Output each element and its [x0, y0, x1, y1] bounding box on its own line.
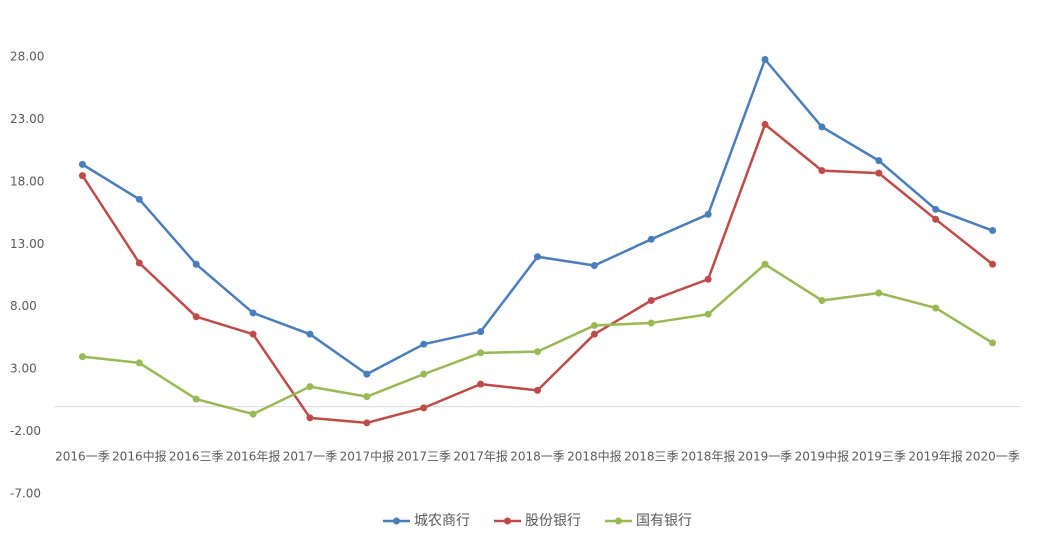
data-point: [420, 340, 428, 348]
data-point: [590, 321, 598, 329]
data-point: [647, 235, 655, 243]
data-point: [818, 123, 826, 131]
data-point: [875, 289, 883, 297]
data-point: [875, 157, 883, 165]
x-tick-label: 2016年报: [226, 449, 281, 464]
y-tick-label: 8.00: [10, 299, 37, 313]
y-tick-label: 3.00: [10, 362, 37, 376]
data-point: [704, 210, 712, 218]
x-tick-label: 2016三季: [169, 450, 224, 464]
data-point: [249, 309, 257, 317]
data-point: [534, 386, 541, 394]
data-point: [875, 169, 883, 177]
data-point: [420, 370, 428, 378]
data-point: [932, 304, 940, 312]
data-point: [932, 205, 940, 213]
data-point: [363, 419, 371, 427]
data-point: [761, 260, 769, 268]
legend-label: 股份银行: [525, 513, 581, 529]
data-point: [192, 260, 200, 268]
data-point: [477, 349, 485, 357]
x-tick-label: 2018一季: [510, 450, 565, 464]
legend-marker: [504, 517, 511, 525]
legend-marker: [393, 517, 400, 525]
legend-label: 城农商行: [414, 513, 470, 529]
y-tick-label: 28.00: [10, 50, 44, 64]
data-point: [534, 348, 541, 356]
data-point: [78, 160, 86, 168]
data-point: [761, 55, 769, 63]
data-point: [306, 414, 314, 422]
y-tick-label: 23.00: [10, 112, 44, 126]
data-point: [818, 296, 826, 304]
data-point: [534, 253, 541, 261]
data-point: [647, 319, 655, 327]
x-tick-label: 2017中报: [340, 449, 395, 464]
x-tick-label: 2016中报: [112, 449, 167, 464]
data-point: [78, 172, 86, 180]
data-point: [761, 120, 769, 128]
series-line: [81, 123, 994, 425]
data-point: [306, 330, 314, 338]
data-point: [135, 359, 143, 367]
data-point: [192, 395, 200, 403]
legend-label: 国有银行: [636, 513, 692, 529]
data-point: [135, 195, 143, 203]
data-point: [420, 404, 428, 412]
data-point: [78, 353, 86, 361]
data-point: [363, 370, 371, 378]
data-point: [590, 262, 598, 270]
x-tick-label: 2018年报: [681, 449, 736, 464]
x-tick-label: 2019年报: [908, 449, 963, 464]
data-point: [989, 227, 997, 235]
y-tick-label: -7.00: [10, 487, 41, 501]
data-point: [363, 393, 371, 401]
x-tick-label: 2019中报: [795, 449, 850, 464]
data-point: [590, 330, 598, 338]
data-point: [989, 260, 997, 268]
x-tick-label: 2018中报: [567, 449, 622, 464]
legend: 城农商行 股份银行 国有银行: [383, 513, 692, 529]
x-tick-label: 2019一季: [738, 450, 793, 464]
data-point: [704, 310, 712, 318]
x-tick-label: 2016一季: [55, 450, 110, 464]
data-point: [704, 275, 712, 283]
x-tick-label: 2018三季: [624, 450, 679, 464]
y-tick-label: -2.00: [10, 424, 41, 438]
y-tick-label: 13.00: [10, 237, 44, 251]
data-point: [249, 330, 257, 338]
data-point: [249, 410, 257, 418]
data-point: [135, 259, 143, 267]
data-point: [477, 328, 485, 336]
x-tick-label: 2017年报: [453, 449, 508, 464]
x-tick-label: 2017一季: [283, 450, 338, 464]
data-point: [192, 313, 200, 321]
data-point: [647, 296, 655, 304]
legend-marker: [615, 517, 622, 525]
data-point: [477, 380, 485, 388]
x-tick-label: 2017三季: [396, 450, 451, 464]
series-line: [81, 58, 993, 376]
data-point: [818, 167, 826, 175]
data-point: [306, 383, 314, 391]
y-tick-label: 18.00: [10, 174, 44, 188]
data-point: [989, 339, 997, 347]
x-tick-label: 2019三季: [852, 450, 907, 464]
x-tick-label: 2020一季: [965, 450, 1020, 464]
data-point: [932, 215, 940, 223]
